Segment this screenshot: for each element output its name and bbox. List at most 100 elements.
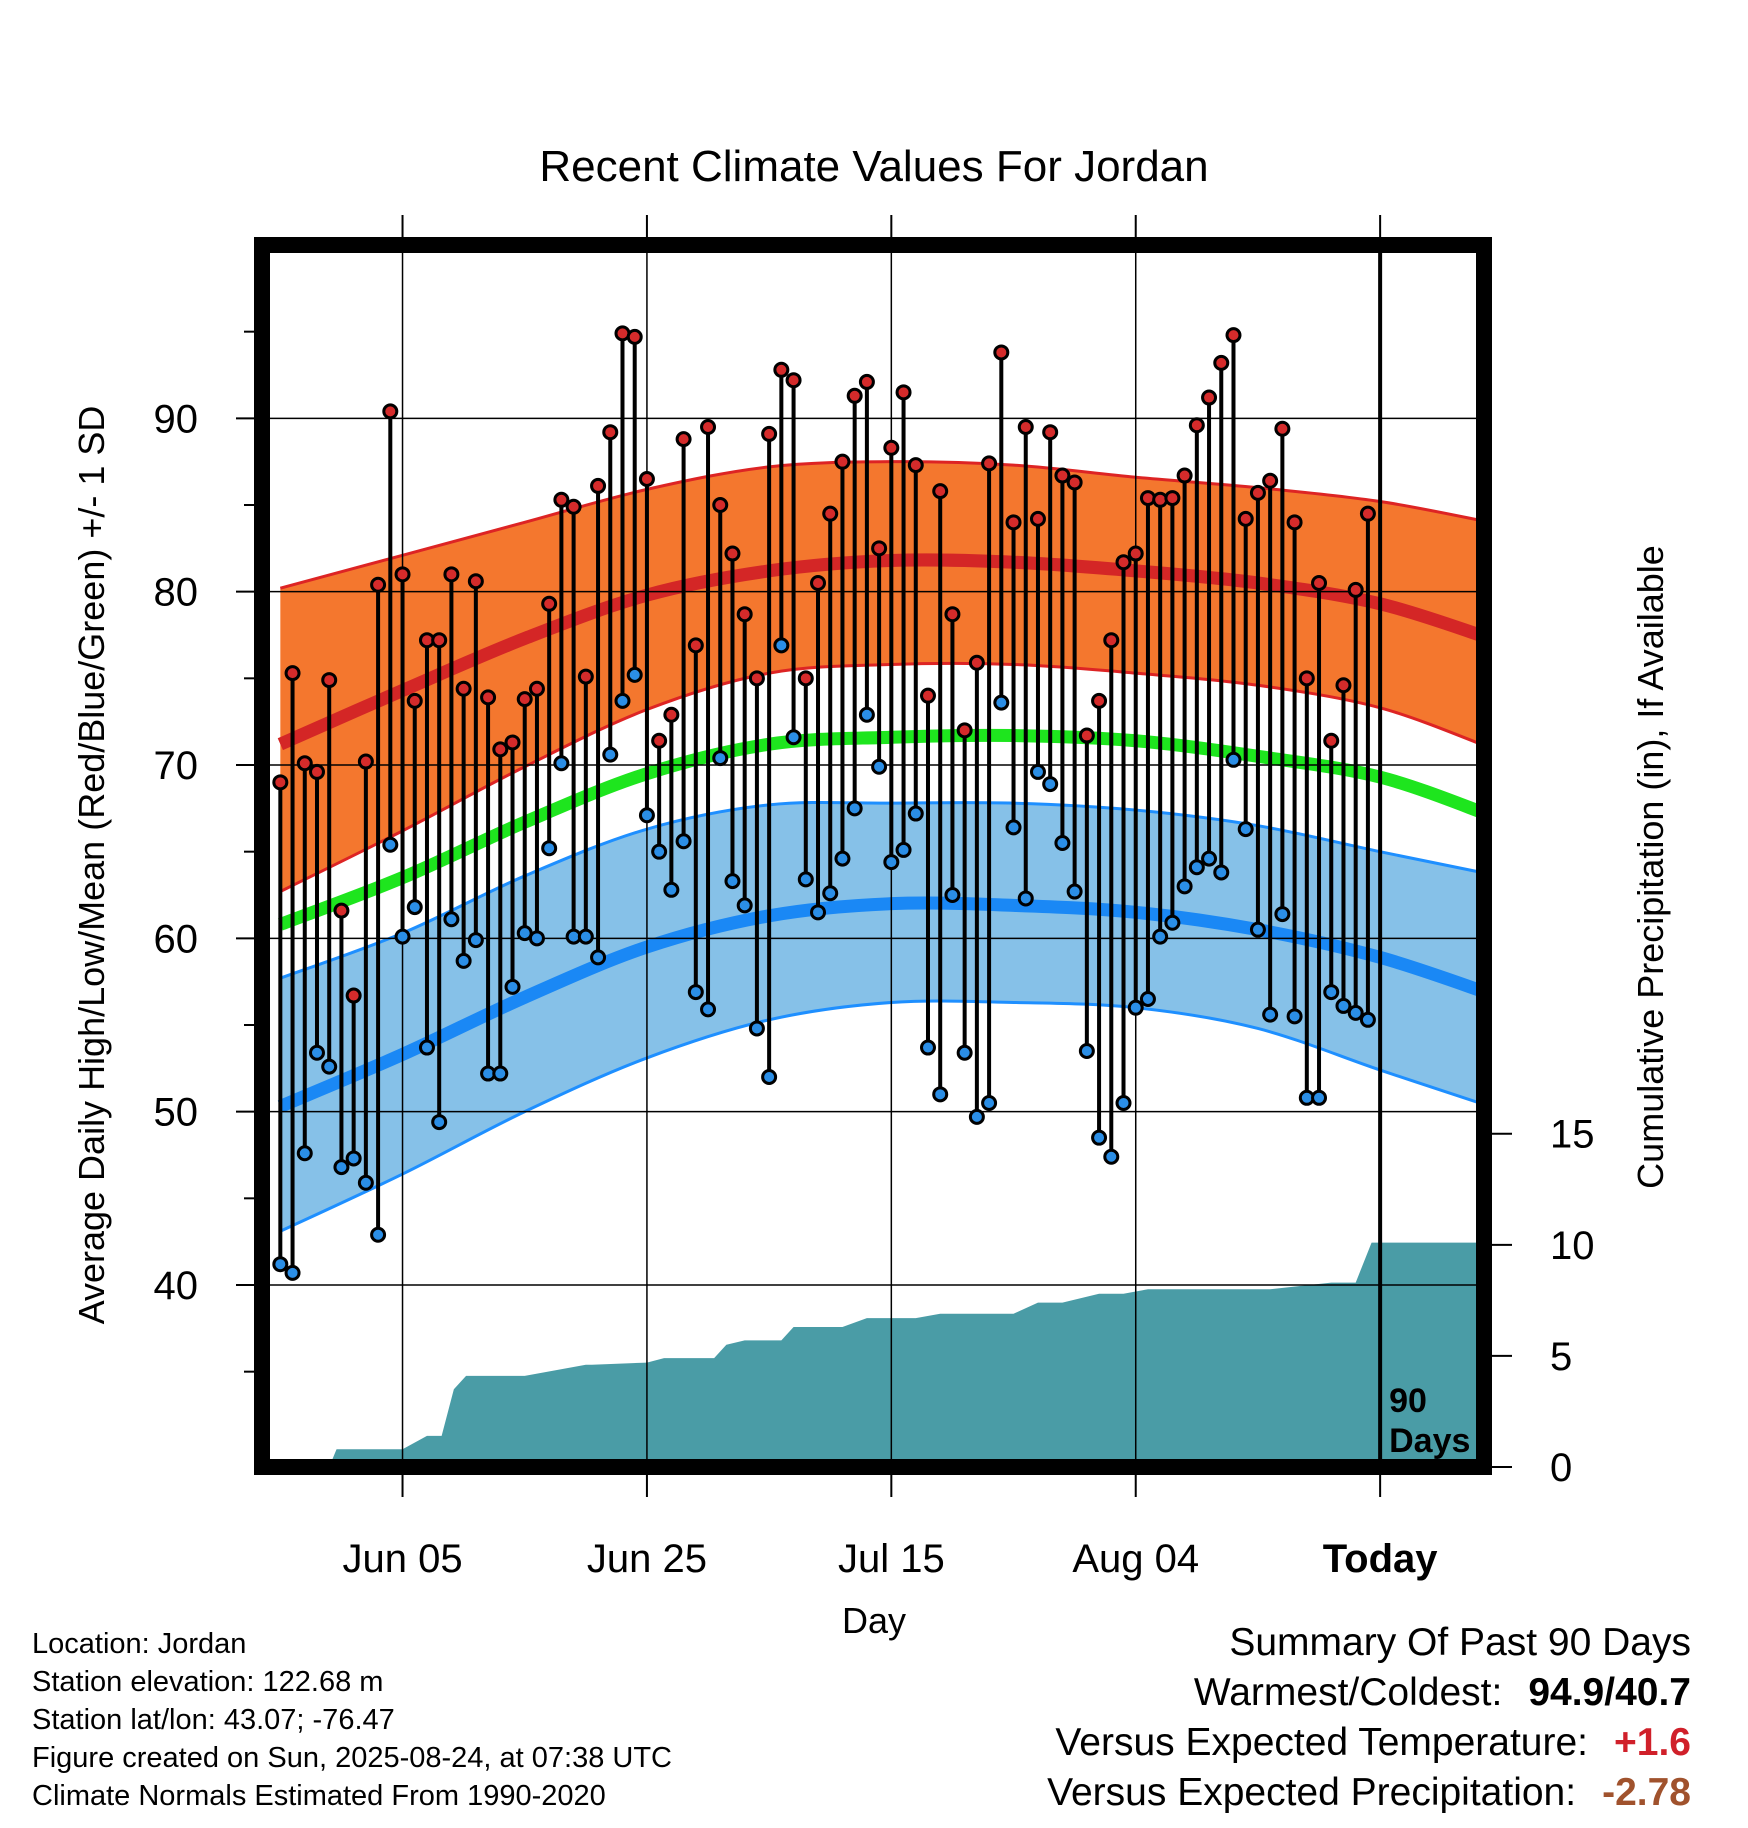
daily-high-point: [675, 431, 692, 448]
temp-anomaly-row: Versus Expected Temperature: +1.6: [1047, 1718, 1691, 1768]
y-left-tick-label: 90: [154, 397, 199, 441]
daily-high-point: [956, 722, 973, 739]
precip-anomaly-row: Versus Expected Precipitation: -2.78: [1047, 1768, 1691, 1818]
daily-low-point: [272, 1256, 289, 1273]
daily-high-point: [357, 753, 374, 770]
low-sd-band: [280, 802, 1484, 1232]
daily-low-point: [333, 1159, 350, 1176]
daily-low-point: [761, 1069, 778, 1085]
daily-low-point: [406, 899, 423, 916]
daily-high-point: [651, 732, 668, 749]
daily-high-point: [773, 361, 790, 378]
daily-high-point: [480, 689, 497, 706]
daily-low-point: [1323, 984, 1340, 1001]
daily-low-point: [944, 887, 961, 903]
daily-high-point: [1127, 545, 1144, 562]
created-text: Figure created on Sun, 2025-08-24, at 07…: [32, 1742, 672, 1774]
daily-high-point: [883, 439, 900, 456]
today-marker-label-unit: Days: [1389, 1422, 1470, 1460]
daily-low-point: [308, 1044, 325, 1061]
daily-low-point: [614, 692, 631, 709]
daily-high-point: [1176, 467, 1193, 484]
axes: 40 50 60 70 80 90 0 5 10 15 Jun 05 Jun 25 Jul 15 Aug …: [154, 215, 1595, 1581]
daily-low-point: [1066, 883, 1083, 900]
daily-low-point: [528, 930, 545, 947]
daily-low-point: [1201, 850, 1218, 867]
daily-high-point: [785, 372, 802, 389]
daily-high-point: [871, 540, 888, 557]
daily-low-point: [858, 706, 875, 723]
daily-high-point: [528, 680, 545, 697]
daily-high-point: [1054, 467, 1071, 484]
daily-high-point: [1164, 490, 1181, 507]
daily-low-point: [1347, 1004, 1364, 1021]
daily-low-point: [736, 897, 753, 914]
daily-high-point: [284, 665, 301, 682]
daily-high-point: [1188, 417, 1205, 434]
daily-high-point: [406, 692, 423, 709]
daily-high-point: [724, 545, 741, 562]
daily-high-point: [895, 384, 912, 401]
daily-low-point: [541, 840, 558, 857]
warmest-coldest-row: Warmest/Coldest: 94.9/40.7: [1047, 1668, 1691, 1718]
daily-low-point: [1262, 1006, 1279, 1023]
daily-low-point: [1176, 878, 1193, 895]
daily-low-point: [724, 873, 741, 890]
daily-high-point: [858, 373, 875, 390]
daily-low-point: [981, 1095, 998, 1111]
daily-low-point: [382, 836, 399, 853]
daily-low-point: [321, 1058, 338, 1075]
daily-high-point: [968, 654, 985, 671]
x-tick-label: Jun 25: [587, 1537, 707, 1581]
daily-high-point: [993, 344, 1010, 361]
precip-anomaly-label: Versus Expected Precipitation:: [1047, 1771, 1577, 1814]
daily-high-point: [382, 403, 399, 420]
plot-frame: [254, 237, 1492, 1475]
daily-low-point: [1188, 859, 1205, 876]
daily-high-point: [919, 687, 936, 704]
daily-low-point: [1335, 997, 1352, 1014]
daily-high-point: [834, 453, 851, 470]
daily-high-point: [1335, 677, 1352, 694]
daily-low-point: [1078, 1043, 1095, 1059]
daily-low-point: [797, 871, 814, 888]
location-text: Location: Jordan: [32, 1628, 247, 1660]
daily-high-point: [748, 670, 765, 687]
today-marker-label-count: 90: [1389, 1382, 1427, 1420]
x-tick-label: Today: [1323, 1537, 1439, 1581]
daily-high-point: [590, 477, 607, 494]
y-right-tick-label: 0: [1550, 1446, 1572, 1490]
daily-high-point: [1274, 420, 1291, 437]
daily-high-point: [687, 637, 704, 654]
daily-high-point: [761, 425, 778, 442]
daily-low-point: [993, 694, 1010, 711]
daily-low-point: [773, 637, 790, 654]
daily-low-point: [1091, 1129, 1108, 1146]
daily-low-point: [810, 904, 827, 921]
daily-low-point: [919, 1039, 936, 1056]
daily-high-point: [663, 706, 680, 723]
daily-high-point: [1213, 354, 1230, 371]
chart-title: Recent Climate Values For Jordan: [539, 142, 1208, 191]
daily-high-point: [602, 424, 619, 441]
temp-anomaly-value: +1.6: [1614, 1721, 1691, 1764]
daily-high-point: [321, 672, 338, 689]
daily-low-point: [651, 843, 668, 860]
daily-low-point: [834, 850, 851, 867]
y-axis-label-right: Cumulative Precipitation (in), If Availa…: [1630, 545, 1671, 1189]
daily-high-point: [272, 774, 289, 791]
daily-low-point: [357, 1174, 374, 1191]
daily-high-point: [1091, 692, 1108, 709]
plot-content: [262, 245, 1484, 1467]
daily-high-point: [1323, 732, 1340, 749]
daily-low-point: [712, 750, 729, 767]
daily-high-point: [443, 566, 460, 583]
daily-low-point: [443, 911, 460, 928]
daily-high-point: [565, 498, 582, 515]
daily-low-point: [907, 805, 924, 822]
daily-high-point: [431, 632, 448, 649]
daily-high-point: [712, 497, 729, 513]
daily-high-point: [1115, 554, 1132, 571]
daily-low-point: [1029, 763, 1046, 780]
